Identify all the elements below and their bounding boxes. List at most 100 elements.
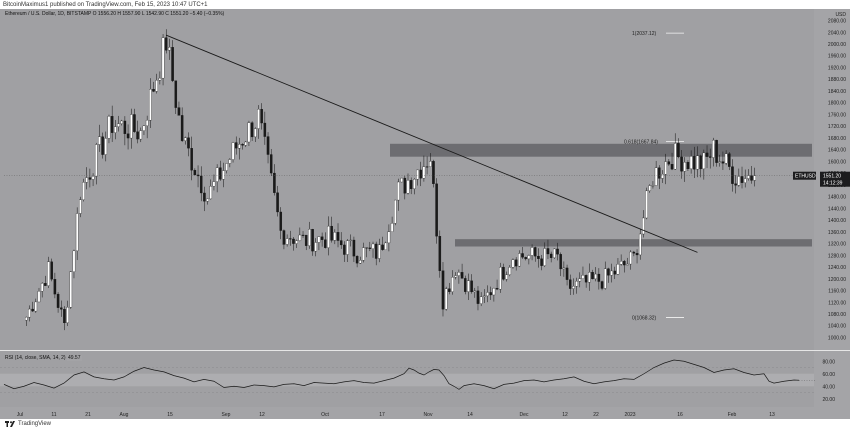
candle-up bbox=[451, 277, 454, 292]
candle-down bbox=[279, 211, 283, 231]
candle-up bbox=[308, 229, 311, 246]
candle-up bbox=[28, 308, 31, 318]
time-tick: Oct bbox=[321, 412, 329, 418]
candle-up bbox=[578, 278, 582, 282]
candle-up bbox=[473, 290, 477, 293]
candle-up bbox=[683, 162, 687, 172]
price-tick: 1040.00 bbox=[828, 324, 846, 330]
fib-label: 1(2037.12) bbox=[632, 31, 657, 37]
rsi-tick: 40.00 bbox=[822, 384, 835, 390]
time-tick: 22 bbox=[593, 412, 599, 418]
candle-up bbox=[553, 248, 556, 258]
candle-up bbox=[743, 178, 747, 183]
time-axis[interactable]: Jul 11 21 Aug 15 Sep 12 Oct 17 Nov 14 Dec 12 22 2023 16… bbox=[0, 407, 850, 419]
candle-down bbox=[263, 122, 267, 137]
candle-up bbox=[422, 166, 426, 179]
candle-up bbox=[94, 144, 98, 177]
price-tick: 2040.00 bbox=[828, 30, 846, 36]
candle-up bbox=[702, 152, 706, 170]
candle-up bbox=[75, 213, 79, 252]
pane-separator[interactable] bbox=[0, 350, 850, 351]
candle-down bbox=[260, 109, 263, 124]
time-tick: 12 bbox=[259, 412, 265, 418]
candle-up bbox=[349, 239, 353, 241]
candle-down bbox=[31, 308, 34, 312]
candle-up bbox=[645, 190, 648, 219]
candle-down bbox=[282, 230, 286, 245]
price-tag-value: 1551.20 bbox=[823, 174, 841, 180]
candle-up bbox=[429, 161, 432, 167]
candle-down bbox=[292, 238, 295, 244]
candle-down bbox=[133, 114, 136, 132]
candle-up bbox=[619, 261, 623, 265]
candle-down bbox=[731, 166, 734, 184]
candle-down bbox=[336, 232, 340, 241]
candle-down bbox=[448, 288, 451, 292]
candle-up bbox=[572, 286, 575, 289]
tradingview-logo-icon bbox=[5, 421, 15, 427]
price-tick: 2080.00 bbox=[828, 19, 846, 25]
candle-down bbox=[164, 37, 168, 51]
rsi-pane[interactable]: 80.00 60.00 40.00 20.00 bbox=[0, 351, 850, 407]
candle-down bbox=[549, 253, 553, 258]
candle-down bbox=[435, 183, 438, 237]
candle-down bbox=[355, 255, 359, 264]
candle-up bbox=[413, 179, 416, 190]
candle-up bbox=[483, 295, 486, 297]
price-pane[interactable]: USD 2080.00 2040.00 2000.00 1960.00 1920.00 18… bbox=[0, 9, 850, 350]
candle-up bbox=[257, 109, 260, 129]
time-tick: 13 bbox=[769, 412, 775, 418]
candle-up bbox=[400, 177, 403, 183]
candle-down bbox=[680, 156, 683, 172]
time-axis-labels: Jul 11 21 Aug 15 Sep 12 Oct 17 Nov 14 Dec 12 22 2023 16… bbox=[17, 412, 775, 418]
rsi-chart: 80.00 60.00 40.00 20.00 bbox=[0, 351, 850, 407]
symbol-name[interactable]: Ethereum / U.S. Dollar, 1D, BITSTAMP bbox=[5, 11, 92, 17]
candle-down bbox=[632, 251, 636, 254]
candle-up bbox=[638, 233, 642, 256]
candle-down bbox=[126, 133, 130, 139]
candle-down bbox=[219, 167, 222, 180]
candle-up bbox=[642, 217, 645, 235]
candle-down bbox=[463, 278, 467, 292]
candle-up bbox=[390, 223, 394, 232]
candle-up bbox=[206, 198, 209, 202]
candle-up bbox=[518, 253, 521, 267]
candle-down bbox=[708, 156, 712, 158]
price-tick: 1400.00 bbox=[828, 218, 846, 224]
ohlc-values: O 1556.20 H 1557.90 L 1542.90 C 1551.20 … bbox=[92, 11, 225, 17]
candle-down bbox=[658, 167, 661, 179]
candle-down bbox=[56, 293, 60, 308]
candle-down bbox=[63, 309, 66, 324]
candle-up bbox=[295, 240, 298, 244]
candle-down bbox=[304, 234, 308, 246]
candle-down bbox=[403, 177, 407, 194]
candle-down bbox=[59, 307, 63, 310]
candle-up bbox=[184, 137, 187, 141]
price-tag bbox=[820, 171, 850, 187]
candle-up bbox=[454, 275, 457, 278]
rsi-title[interactable]: RSI (14, close, SMA, 14, 2) bbox=[5, 355, 66, 361]
rsi-tick: 60.00 bbox=[822, 372, 835, 378]
candle-down bbox=[53, 279, 57, 295]
price-tick: 1200.00 bbox=[828, 277, 846, 283]
candle-down bbox=[374, 243, 378, 259]
candle-up bbox=[168, 47, 171, 51]
candle-down bbox=[734, 183, 737, 186]
candle-down bbox=[597, 273, 601, 282]
candle-up bbox=[712, 139, 715, 158]
candle-up bbox=[603, 268, 607, 289]
candle-up bbox=[457, 272, 461, 276]
price-tick: 1760.00 bbox=[828, 112, 846, 118]
support-zone bbox=[455, 239, 812, 247]
candle-down bbox=[187, 137, 190, 149]
candle-up bbox=[298, 234, 302, 241]
candle-down bbox=[324, 239, 327, 248]
candle-up bbox=[626, 263, 629, 266]
candle-up bbox=[314, 242, 318, 252]
candle-up bbox=[575, 281, 578, 287]
candle-up bbox=[378, 244, 381, 259]
time-tick: 2023 bbox=[624, 412, 635, 418]
candle-up bbox=[479, 296, 483, 304]
candle-up bbox=[511, 259, 515, 268]
candle-up bbox=[664, 161, 667, 175]
